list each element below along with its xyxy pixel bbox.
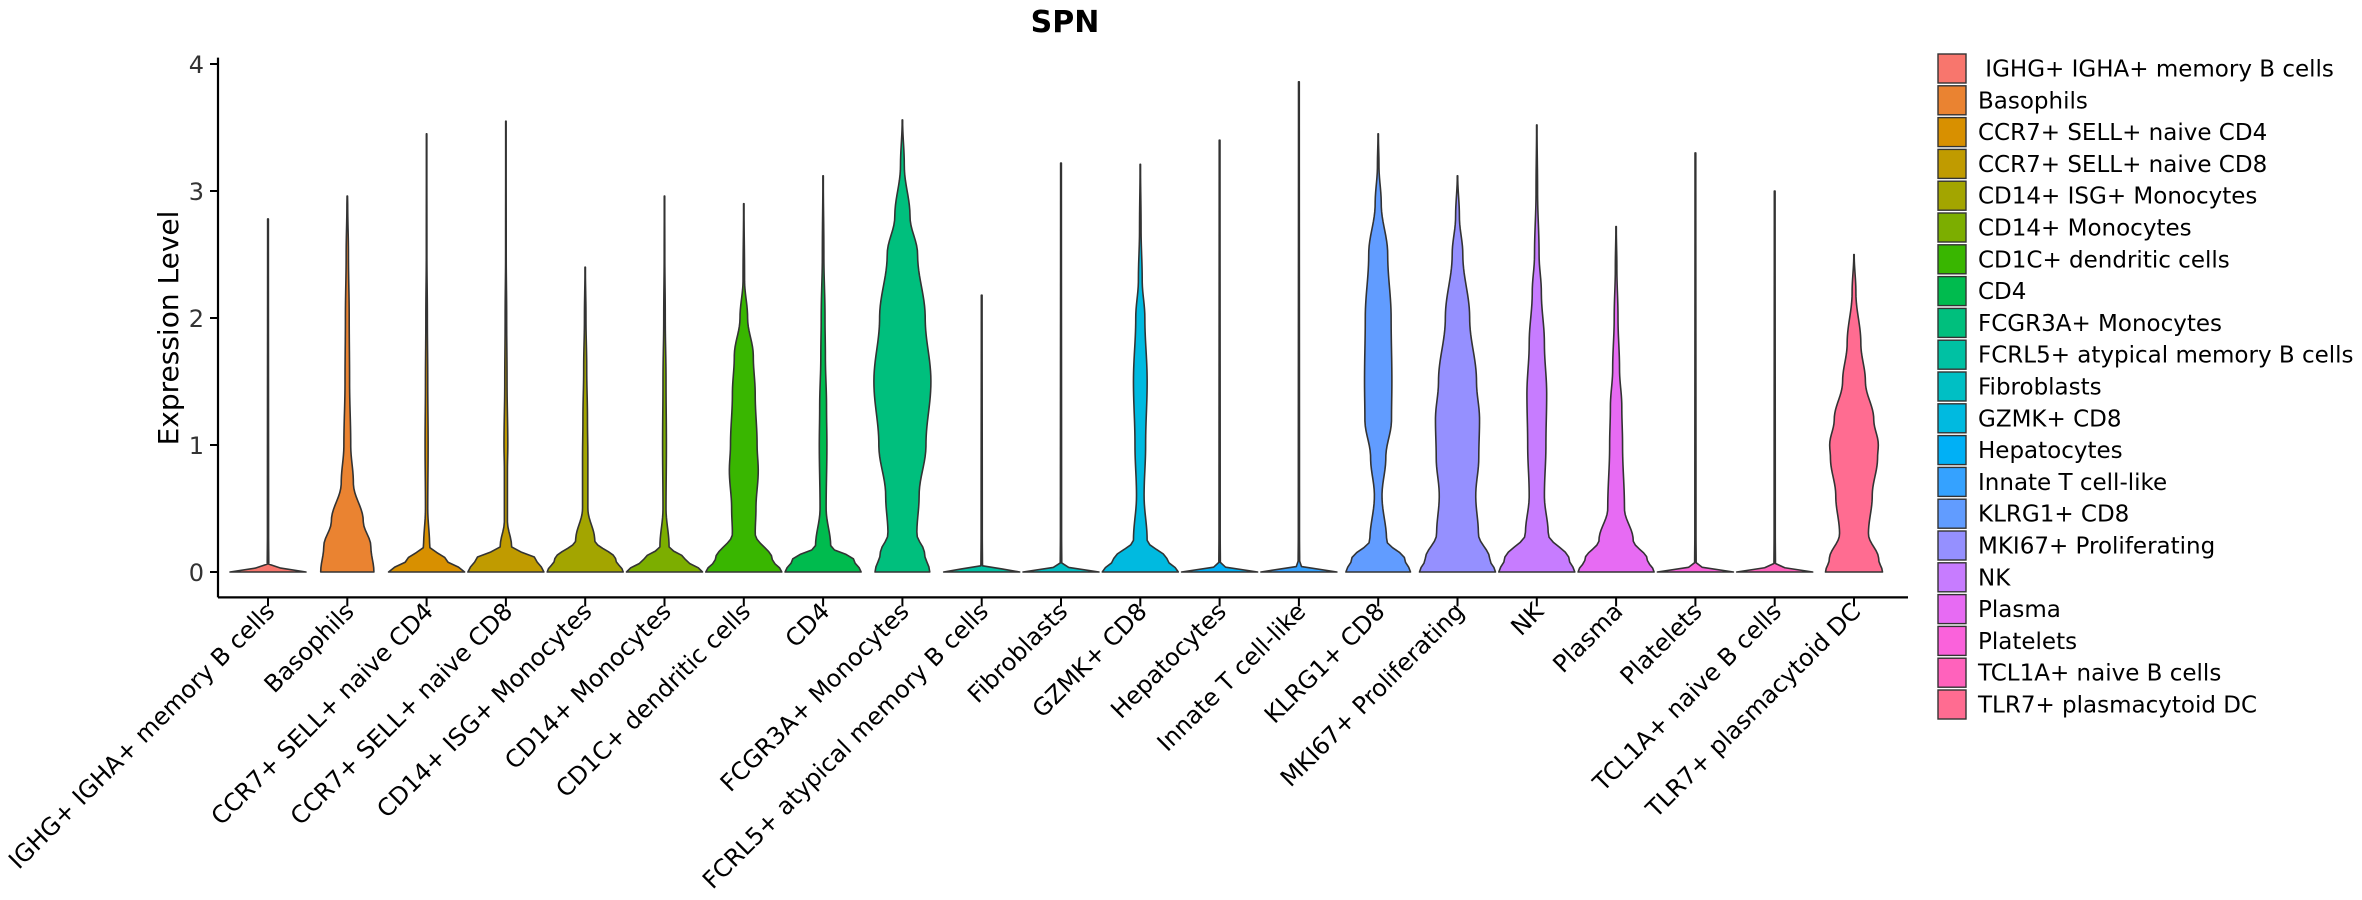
violin-ighg-igha-memory-b-cells [229,218,307,573]
legend-label: CD14+ Monocytes [1978,216,2192,242]
legend-label: Hepatocytes [1978,438,2123,464]
legend-label: CD14+ ISG+ Monocytes [1978,184,2257,210]
legend-label: Plasma [1978,597,2061,623]
legend-swatch [1937,212,1967,243]
legend-swatch [1937,562,1967,593]
legend-swatch [1937,625,1967,657]
legend-label: KLRG1+ CD8 [1978,502,2129,528]
violin-hepatocytes [1180,139,1259,573]
legend-swatch [1937,53,1967,84]
violin-tlr7-plasmacytoid-dc [1824,253,1884,573]
legend-swatch [1937,403,1967,434]
legend-swatch [1937,244,1967,275]
legend-swatch [1937,498,1967,529]
legend-swatch [1937,339,1967,370]
violin-fcrl5-atypical-memory-b-cells [942,294,1021,573]
y-tick-label: 0 [189,559,204,587]
legend-label: Fibroblasts [1978,375,2102,401]
axes: 0 1 2 3 4 [189,51,1908,599]
violin-platelets [1656,152,1735,573]
legend-swatch [1937,689,1967,720]
violin-cd14-isg-monocytes [546,266,624,573]
y-tick-label: 3 [189,178,204,206]
violin-cd4 [784,174,862,573]
legend-label: CCR7+ SELL+ naive CD8 [1978,152,2267,178]
legend-label: FCRL5+ atypical memory B cells [1978,343,2354,369]
x-tick-labels: IGHG+ IGHA+ memory B cellsBasophilsCCR7+… [3,597,1866,895]
legend-swatch [1937,116,1967,148]
legend-swatch [1937,180,1967,211]
legend-swatch [1937,371,1967,402]
violin-mki67-proliferating [1418,174,1497,573]
legend-label: CD1C+ dendritic cells [1978,247,2230,273]
violin-cd14-monocytes [625,195,704,573]
legend-label: TCL1A+ naive B cells [1977,661,2221,687]
legend-swatch [1937,85,1967,116]
chart-title: SPN [1031,5,1100,40]
legend-swatch [1937,593,1967,625]
x-tick-label: CD4 [780,597,836,653]
legend-label: Platelets [1978,629,2077,655]
violin-fcgr3a-monocytes [873,119,932,573]
violin-innate-t-cell-like [1260,80,1338,573]
legend-swatch [1937,530,1967,561]
violin-ccr7-sell-naive-cd4 [387,133,466,573]
x-tick-label: Innate T cell-like [1152,597,1311,756]
legend-swatch [1937,657,1967,688]
y-tick-label: 2 [189,305,204,333]
legend-label: GZMK+ CD8 [1978,406,2122,432]
legend-label: CD4 [1978,279,2026,305]
violin-nk [1498,124,1576,573]
legend-swatch [1937,148,1967,180]
legend-label: NK [1978,565,2011,591]
legend-swatch [1937,307,1967,339]
violins [229,80,1884,607]
legend-swatch [1937,434,1967,466]
violin-tcl1a-naive-b-cells [1735,190,1814,573]
violin-plasma [1577,225,1655,573]
x-tick-label: Plasma [1547,597,1628,678]
x-tick-label: FCRL5+ atypical memory B cells [697,597,994,894]
violin-basophils [319,195,375,573]
legend: IGHG+ IGHA+ memory B cells Basophils CCR7+… [1937,53,2354,720]
violin-cd1c-dendritic-cells [705,202,783,573]
legend-label: IGHG+ IGHA+ memory B cells [1978,57,2334,83]
violin-fibroblasts [1022,162,1100,573]
violin-gzmk-cd8 [1101,163,1180,573]
legend-label: MKI67+ Proliferating [1978,534,2215,560]
y-tick-label: 4 [189,51,204,79]
legend-label: TLR7+ plasmacytoid DC [1977,693,2257,719]
legend-label: FCGR3A+ Monocytes [1978,311,2222,337]
legend-label: CCR7+ SELL+ naive CD4 [1978,120,2267,146]
x-tick-label: IGHG+ IGHA+ memory B cells [3,597,280,874]
legend-label: Basophils [1978,88,2088,114]
violin-ccr7-sell-naive-cd8 [467,120,545,573]
legend-label: Innate T cell-like [1978,470,2167,496]
x-tick-label: NK [1505,597,1550,642]
y-axis-label: Expression Level [152,211,185,446]
legend-swatch [1937,275,1967,307]
legend-swatch [1937,466,1967,498]
y-tick-label: 1 [189,432,204,460]
violin-klrg1-cd8 [1345,133,1412,573]
